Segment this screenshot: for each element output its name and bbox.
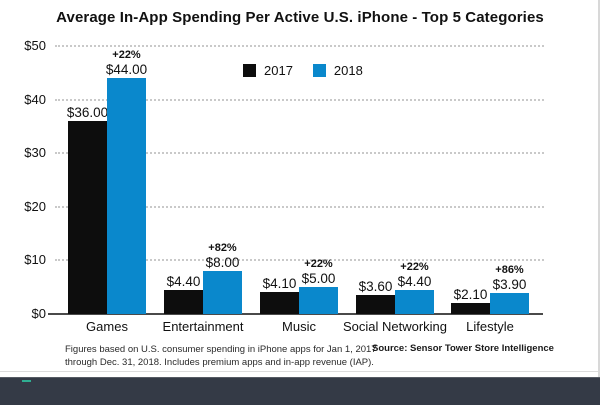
gridline — [55, 45, 544, 47]
footnote: Figures based on U.S. consumer spending … — [65, 343, 385, 369]
legend-label: 2018 — [333, 63, 363, 78]
category-label: Entertainment — [162, 319, 244, 334]
bar-2018-music — [299, 287, 338, 314]
bar-2017-entertainment — [164, 290, 203, 314]
percent-change-label: +86% — [495, 264, 524, 277]
percent-change-label: +22% — [304, 258, 333, 271]
bar-2018-social-networking — [395, 290, 434, 314]
legend-swatch-icon — [243, 64, 256, 77]
bar-2018-games — [107, 78, 146, 314]
value-label: $2.10 — [453, 286, 488, 302]
y-axis-tick-label: $10 — [24, 252, 46, 268]
percent-change-label: +22% — [112, 49, 141, 62]
footnote-line-2: through Dec. 31, 2018. Includes premium … — [65, 357, 374, 368]
footnote-line-1: Figures based on U.S. consumer spending … — [65, 344, 377, 355]
source-credit: Source: Sensor Tower Store Intelligence — [372, 343, 554, 354]
value-label: $8.00 — [205, 255, 240, 271]
progress-indicator[interactable] — [22, 380, 31, 382]
legend-swatch-icon — [312, 64, 326, 77]
value-label: $3.60 — [358, 278, 393, 294]
legend-item-2017: 2017 — [243, 63, 293, 78]
bar-2018-lifestyle — [490, 293, 529, 314]
bar-2017-social-networking — [356, 294, 395, 314]
category-label: Social Networking — [342, 319, 448, 334]
legend: 2017 2018 — [243, 63, 363, 78]
y-axis-tick-label: $30 — [24, 145, 46, 161]
gridline — [55, 259, 544, 262]
value-label: $44.00 — [105, 62, 148, 78]
value-label: $4.40 — [166, 274, 201, 290]
bar-2017-games — [68, 121, 107, 314]
category-label: Lifestyle — [466, 319, 514, 334]
bar-2017-lifestyle — [451, 302, 490, 314]
divider-line — [0, 371, 600, 372]
y-axis-tick-label: $40 — [24, 91, 46, 107]
y-axis-tick-label: $0 — [31, 306, 46, 321]
value-label: $4.40 — [397, 274, 432, 290]
value-label: $4.10 — [262, 276, 297, 292]
legend-item-2018: 2018 — [312, 63, 363, 78]
gridline — [55, 205, 544, 208]
gridline — [55, 152, 544, 155]
percent-change-label: +82% — [208, 242, 237, 255]
y-axis-tick-label: $50 — [24, 38, 46, 53]
percent-change-label: +22% — [400, 261, 429, 274]
category-label: Games — [86, 319, 128, 334]
chart-title: Average In-App Spending Per Active U.S. … — [56, 9, 544, 26]
bar-2017-music — [260, 292, 299, 314]
value-label: $5.00 — [301, 271, 336, 287]
category-label: Music — [282, 319, 316, 334]
window-right-edge — [598, 0, 600, 377]
video-player-bar[interactable] — [0, 377, 600, 405]
y-axis-tick-label: $20 — [24, 198, 46, 214]
x-axis-line — [48, 313, 543, 315]
gridline — [55, 98, 544, 101]
value-label: $3.90 — [492, 277, 527, 293]
legend-label: 2017 — [264, 63, 293, 78]
bar-2018-entertainment — [203, 271, 242, 314]
value-label: $36.00 — [66, 105, 109, 121]
